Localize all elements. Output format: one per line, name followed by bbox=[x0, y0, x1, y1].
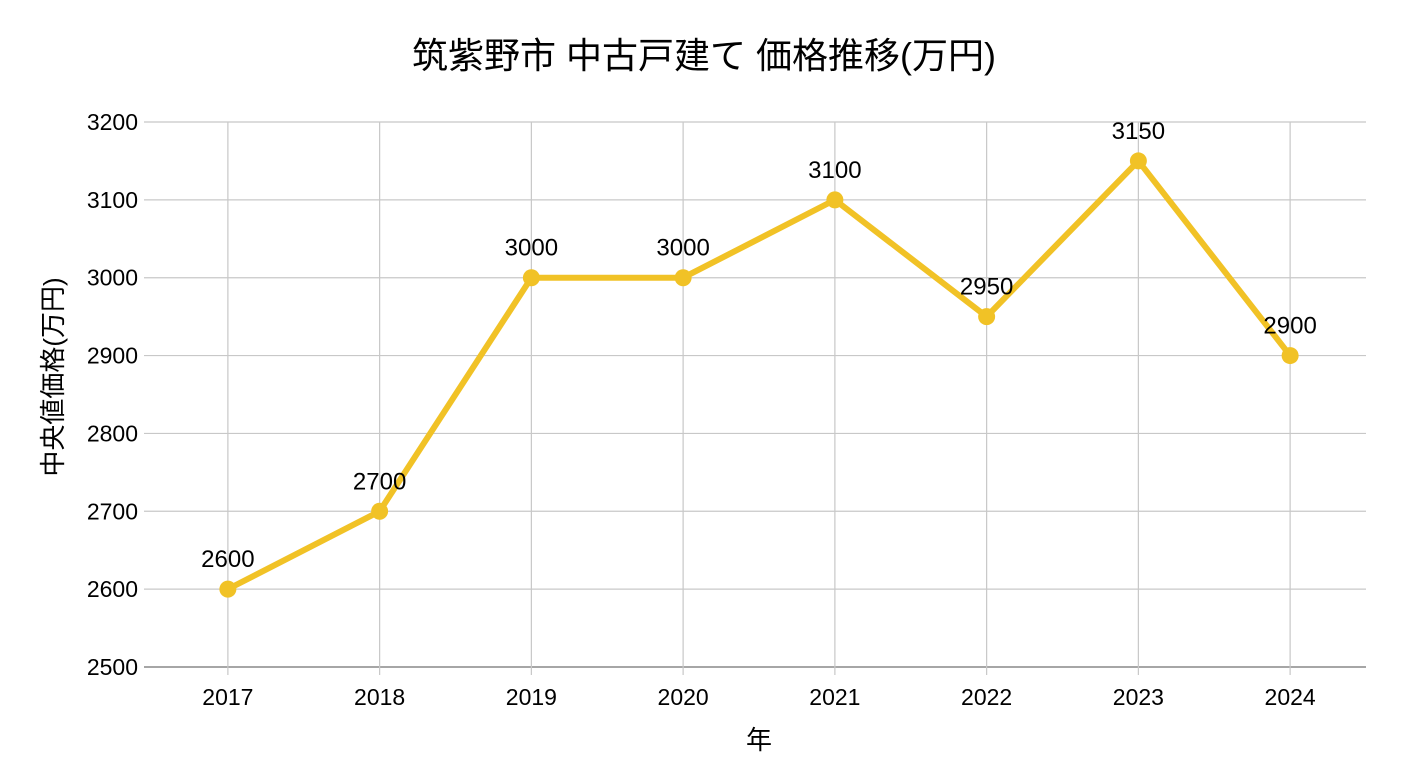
data-point bbox=[978, 308, 996, 326]
data-point bbox=[219, 580, 237, 598]
data-label: 2600 bbox=[201, 546, 254, 573]
y-tick-label: 3100 bbox=[87, 187, 138, 213]
x-axis-label: 年 bbox=[746, 725, 772, 755]
data-point bbox=[371, 502, 389, 520]
x-tick-label: 2020 bbox=[658, 684, 709, 710]
data-label: 2950 bbox=[960, 274, 1013, 301]
y-tick-label: 2700 bbox=[87, 498, 138, 524]
y-axis-label: 中央値価格(万円) bbox=[38, 277, 68, 476]
data-label: 3150 bbox=[1112, 118, 1165, 145]
series-line-layer bbox=[224, 157, 1294, 593]
y-tick-label: 2900 bbox=[87, 343, 138, 369]
y-tick-label: 3200 bbox=[87, 109, 138, 135]
y-axis-ticks: 2500 2600 2700 2800 2900 3000 3100 3200 bbox=[87, 109, 138, 680]
data-label: 3000 bbox=[505, 235, 558, 262]
x-tick-label: 2022 bbox=[961, 684, 1012, 710]
data-point bbox=[1129, 152, 1147, 170]
data-point bbox=[674, 269, 692, 287]
chart-title: 筑紫野市 中古戸建て 価格推移(万円) bbox=[412, 35, 996, 76]
y-tick-label: 2600 bbox=[87, 576, 138, 602]
x-axis-ticks: 2017 2018 2019 2020 2021 2022 2023 2024 bbox=[202, 684, 1316, 710]
series-line bbox=[224, 157, 1294, 593]
x-tick-label: 2017 bbox=[202, 684, 253, 710]
data-label: 3100 bbox=[808, 157, 861, 184]
y-tick-label: 2500 bbox=[87, 654, 138, 680]
grid-lines bbox=[144, 121, 1366, 675]
data-point bbox=[1281, 347, 1299, 365]
data-label: 3000 bbox=[656, 235, 709, 262]
data-point bbox=[826, 191, 844, 209]
y-tick-label: 3000 bbox=[87, 265, 138, 291]
x-tick-label: 2019 bbox=[506, 684, 557, 710]
data-points bbox=[219, 152, 1299, 598]
data-label: 2900 bbox=[1263, 313, 1316, 340]
data-point bbox=[522, 269, 540, 287]
x-tick-label: 2018 bbox=[354, 684, 405, 710]
x-tick-label: 2023 bbox=[1113, 684, 1164, 710]
data-labels: 2600 2700 3000 3000 3100 2950 3150 2900 bbox=[201, 118, 1317, 573]
data-label: 2700 bbox=[353, 468, 406, 495]
y-tick-label: 2800 bbox=[87, 420, 138, 446]
x-tick-label: 2021 bbox=[809, 684, 860, 710]
x-tick-label: 2024 bbox=[1265, 684, 1316, 710]
